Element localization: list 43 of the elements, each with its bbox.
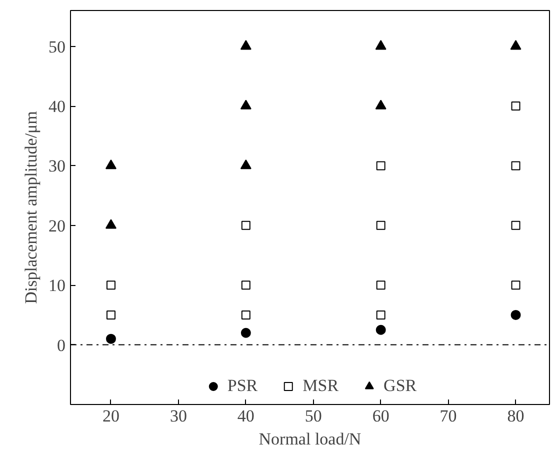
y-axis-title: Displacement amplitude/μm [22, 111, 40, 304]
x-tick-label: 70 [440, 406, 457, 426]
point [375, 40, 386, 50]
point [376, 280, 386, 290]
point [511, 161, 520, 170]
x-tick-label: 40 [237, 406, 254, 426]
point [511, 220, 520, 230]
legend-label: MSR [302, 376, 339, 396]
point [240, 100, 252, 110]
point [511, 280, 520, 290]
point [106, 334, 116, 344]
legend-label: PSR [227, 376, 258, 396]
x-tick-label: 20 [102, 406, 120, 426]
y-tick-label: 0 [57, 336, 66, 355]
point [106, 280, 116, 290]
x-axis-title: Normal load/N [258, 430, 362, 448]
point [106, 310, 116, 320]
y-tick-label: 40 [48, 97, 66, 116]
point [375, 100, 386, 110]
point [241, 280, 250, 290]
y-tick-label: 30 [48, 156, 66, 176]
point [241, 310, 250, 320]
point [105, 219, 116, 229]
x-tick-label: 60 [372, 406, 390, 426]
y-tick-label: 20 [48, 216, 66, 236]
x-tick-label: 80 [507, 406, 524, 426]
point [376, 161, 386, 170]
point [105, 159, 116, 170]
point [240, 40, 252, 50]
x-tick-label: 50 [304, 406, 322, 426]
point [376, 220, 386, 230]
point [240, 328, 251, 338]
point [376, 324, 386, 335]
point [510, 310, 521, 320]
point [511, 102, 520, 111]
point [241, 220, 250, 230]
point [510, 40, 522, 50]
point [240, 159, 252, 170]
legend-label: GSR [384, 376, 417, 396]
point [376, 310, 386, 320]
y-tick-label: 10 [48, 276, 66, 296]
x-tick-label: 30 [170, 406, 187, 426]
y-tick-label: 50 [48, 37, 66, 56]
